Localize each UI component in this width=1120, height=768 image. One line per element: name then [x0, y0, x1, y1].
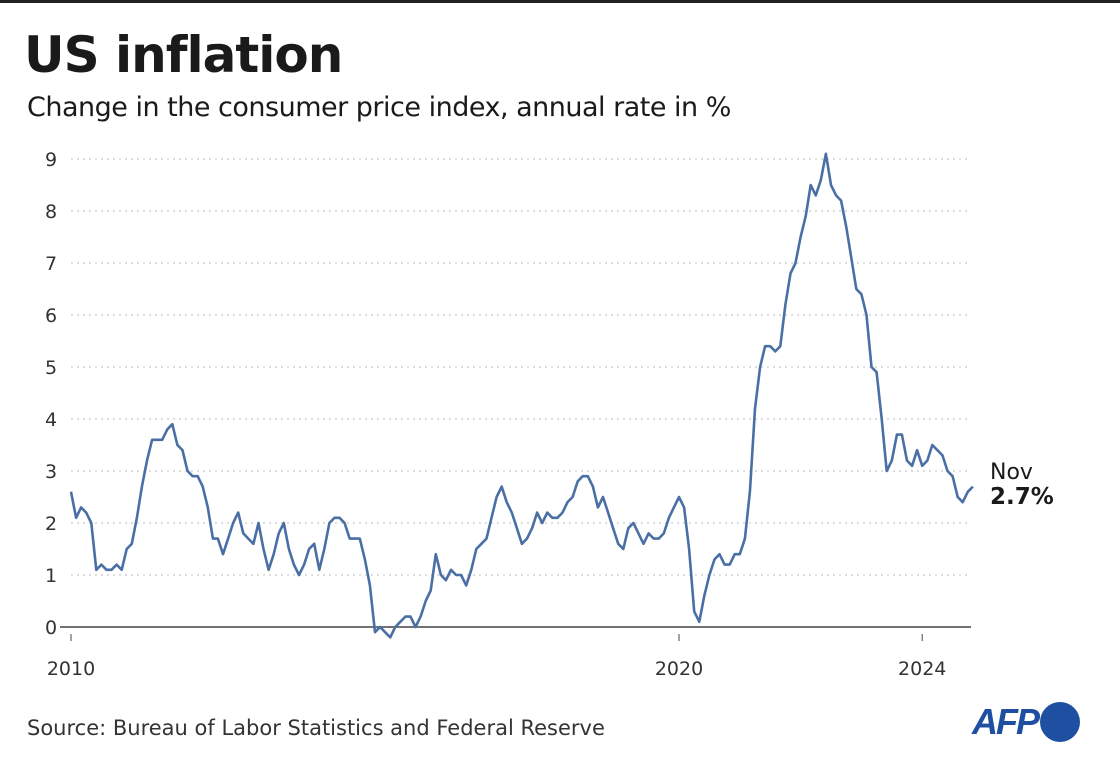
y-tick-label: 7	[45, 253, 57, 275]
afp-logo: AFP	[972, 700, 1080, 744]
y-tick-label: 9	[45, 149, 57, 171]
afp-logo-circle	[1040, 702, 1080, 742]
end-annotation: Nov 2.7%	[990, 460, 1054, 510]
chart-title: US inflation	[24, 26, 343, 84]
top-rule	[0, 0, 1120, 3]
y-tick-label: 2	[45, 513, 57, 535]
source-note: Source: Bureau of Labor Statistics and F…	[27, 716, 605, 740]
annotation-value: 2.7%	[990, 484, 1054, 510]
y-tick-label: 4	[45, 409, 57, 431]
y-tick-label: 6	[45, 305, 57, 327]
y-tick-label: 1	[45, 565, 57, 587]
y-tick-label: 5	[45, 357, 57, 379]
x-tick-label: 2020	[655, 658, 703, 680]
cpi-series-line	[69, 152, 974, 639]
y-tick-label: 8	[45, 201, 57, 223]
y-tick-label: 3	[45, 461, 57, 483]
x-tick-label: 2010	[47, 658, 95, 680]
x-tick-label: 2024	[898, 658, 946, 680]
y-tick-label: 0	[45, 617, 57, 639]
annotation-month: Nov	[990, 460, 1033, 485]
chart-subtitle: Change in the consumer price index, annu…	[27, 92, 731, 123]
